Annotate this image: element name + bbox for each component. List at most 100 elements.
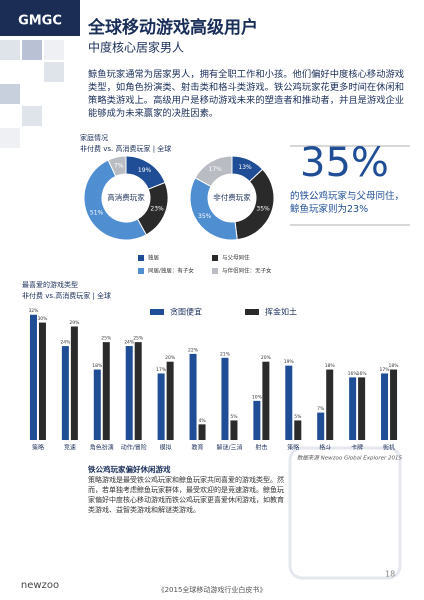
- bar: [134, 342, 142, 440]
- chart-subtitle: 非付费 vs. 高消费玩家 | 全球: [80, 144, 171, 153]
- bar: [262, 361, 270, 440]
- legend-swatch: [138, 268, 144, 274]
- bar: [294, 420, 302, 440]
- segment-label: 17%: [209, 166, 223, 173]
- donut-center-label: 非付费玩家: [213, 192, 251, 202]
- bar-label: 25%: [133, 336, 144, 342]
- legend-swatch: [212, 255, 218, 261]
- bar: [166, 361, 174, 440]
- segment-label: 35%: [198, 213, 212, 220]
- bar-label: 18%: [325, 363, 336, 369]
- bar: [358, 377, 366, 440]
- segment-label: 23%: [150, 206, 164, 213]
- segment-label: 35%: [256, 206, 270, 213]
- decor-squares: [0, 40, 64, 148]
- bar-label: 30%: [37, 316, 48, 322]
- bar: [230, 420, 238, 440]
- segment-label: 51%: [90, 209, 104, 216]
- bar-label: 21%: [220, 351, 231, 357]
- bar-label: 5%: [230, 414, 238, 420]
- section-text: 策略游戏是最受铁公鸡玩家和鲸鱼玩家共同喜爱的游戏类型。然而，若单独考虑鲸鱼玩家群…: [88, 476, 284, 514]
- logo: GMGC: [18, 14, 62, 29]
- legend-swatch: [150, 309, 164, 315]
- legend-label: 同居/独居：有子女: [148, 267, 194, 275]
- bar: [198, 424, 206, 440]
- chart-subtitle: 非付费 vs.高消费玩家 | 全球: [22, 291, 111, 300]
- bar-label: 22%: [188, 347, 199, 353]
- bar-label: 18%: [389, 363, 400, 369]
- section-title: 铁公鸡玩家偏好休闲游戏: [88, 465, 171, 474]
- bar-label: 19%: [284, 359, 295, 365]
- bar: [285, 365, 293, 440]
- bar: [102, 342, 110, 440]
- donut-segment: [194, 155, 233, 188]
- x-tick-label: 竞速: [64, 444, 76, 452]
- legend-label: 贪图便宜: [170, 307, 202, 317]
- bar: [157, 373, 165, 440]
- bar: [70, 326, 78, 440]
- segment-label: 13%: [238, 164, 252, 171]
- bar-label: 24%: [60, 340, 71, 346]
- title: 全球移动游戏高级用户: [87, 17, 258, 38]
- bar-label: 20%: [261, 355, 272, 361]
- x-tick-label: 策略: [287, 444, 299, 452]
- x-tick-label: 教育: [192, 444, 204, 452]
- bar: [317, 412, 325, 440]
- x-tick-label: 解谜/三消: [216, 444, 242, 452]
- bar-label: 20%: [165, 355, 176, 361]
- bar-label: 29%: [69, 320, 80, 326]
- legend-swatch: [245, 309, 259, 315]
- donut-segment: [107, 155, 127, 177]
- x-tick-label: 角色扮演: [90, 444, 114, 452]
- bar-label: 5%: [294, 414, 302, 420]
- segment-label: 7%: [114, 162, 124, 169]
- legend-label: 独居: [148, 254, 160, 262]
- bar-label: 7%: [317, 406, 325, 412]
- bar: [253, 400, 261, 440]
- x-tick-label: 街机: [383, 444, 395, 452]
- chart-title: 家庭情况: [80, 133, 108, 142]
- bar: [93, 369, 101, 440]
- chart-title: 最喜爱的游戏类型: [22, 280, 78, 289]
- bar-label: 24%: [124, 340, 135, 346]
- bar: [189, 353, 197, 440]
- subtitle: 中度核心居家男人: [88, 40, 184, 55]
- bar-label: 17%: [380, 367, 391, 373]
- bar-label: 4%: [198, 418, 206, 424]
- logo-bg: [0, 0, 80, 36]
- x-tick-label: 动作/冒险: [121, 444, 147, 452]
- x-tick-label: 模拟: [160, 444, 172, 452]
- source: 数据来源 Newzoo Global Explorer 2015: [297, 455, 403, 462]
- donut-segment: [83, 159, 147, 241]
- segment-label: 19%: [138, 167, 152, 174]
- bar-label: 16%: [357, 371, 368, 377]
- x-tick-label: 卡牌: [351, 444, 363, 452]
- phone-illustration: [288, 446, 402, 580]
- bar-label: 16%: [348, 371, 359, 377]
- legend-label: 与伴侣同住：无子女: [222, 267, 272, 275]
- bar-label: 10%: [252, 394, 263, 400]
- bar: [390, 369, 398, 440]
- bar: [61, 346, 69, 440]
- bar: [349, 377, 357, 440]
- bar: [221, 357, 229, 440]
- x-tick-label: 射击: [255, 444, 267, 452]
- footer-logo: newzoo: [21, 580, 59, 591]
- donut-center-label: 高消费玩家: [107, 192, 145, 202]
- legend-label: 与父母同住: [222, 254, 250, 262]
- x-tick-label: 策略: [32, 444, 44, 452]
- bar: [29, 314, 37, 440]
- footer-book: 《2015全球移动游戏行业白皮书》: [158, 585, 267, 594]
- legend-swatch: [138, 255, 144, 261]
- bar-label: 32%: [28, 308, 39, 314]
- page-number: 18: [385, 570, 395, 579]
- bar: [381, 373, 389, 440]
- bar-label: 17%: [156, 367, 167, 373]
- intro: 鲸鱼玩家通常为居家男人，拥有全职工作和小孩。他们偏好中度核心移动游戏类型，如角色…: [88, 69, 405, 119]
- callout-text: 的铁公鸡玩家与父母同住，鲸鱼玩家则为23%: [290, 191, 405, 215]
- x-tick-label: 格斗: [319, 444, 331, 452]
- donut-segment: [234, 168, 275, 241]
- bar: [38, 322, 46, 440]
